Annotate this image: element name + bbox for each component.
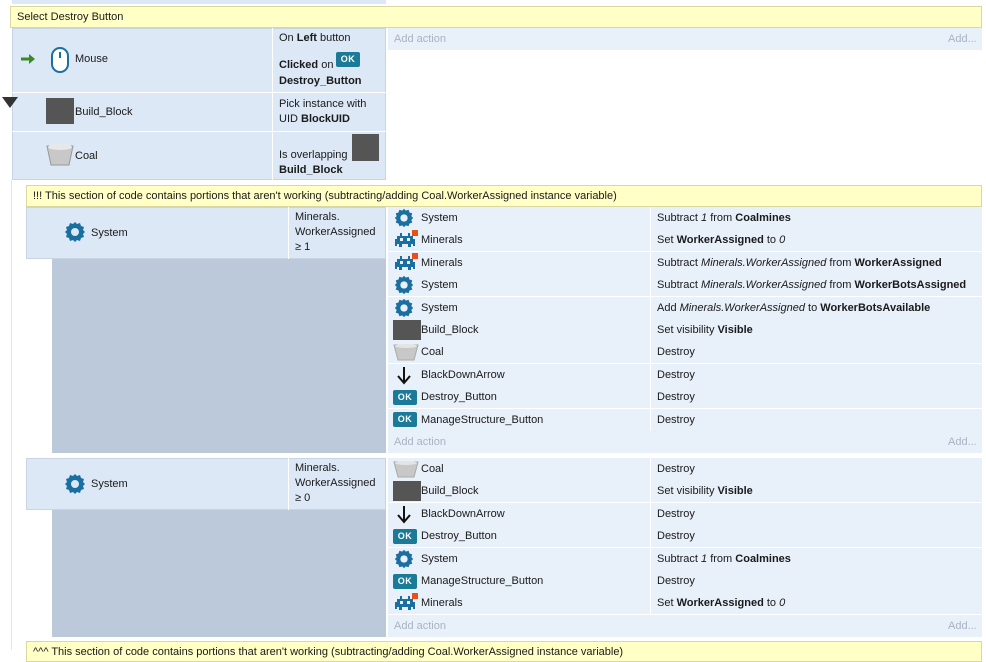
- action-text[interactable]: Subtract 1 from Coalmines: [657, 212, 791, 224]
- gear-icon: [393, 275, 415, 295]
- ok-button-icon: OK: [393, 571, 417, 591]
- action-object: Coal: [421, 463, 444, 475]
- event-title-banner[interactable]: Select Destroy Button: [10, 6, 982, 28]
- action-text[interactable]: Destroy: [657, 575, 695, 587]
- coal-cart-icon: [393, 459, 419, 479]
- condition-text-pick-uid[interactable]: Pick instance with UID BlockUID: [279, 98, 367, 125]
- gear-icon: [63, 220, 87, 247]
- action-object: Destroy_Button: [421, 530, 497, 543]
- ok-button-icon: OK: [336, 52, 360, 67]
- build-block-sprite: [46, 98, 74, 124]
- sub-event-2-add-action-row[interactable]: [388, 615, 982, 637]
- condition-text-destroy-button[interactable]: Destroy_Button: [279, 75, 362, 87]
- action-text[interactable]: Destroy: [657, 346, 695, 359]
- action-row[interactable]: [388, 592, 982, 616]
- add-link[interactable]: Add...: [948, 33, 977, 45]
- sub-event-1-condition[interactable]: [26, 207, 386, 259]
- action-object: Minerals: [421, 234, 463, 247]
- action-object: System: [421, 301, 458, 314]
- action-object: System: [421, 212, 458, 224]
- gear-icon: [393, 298, 415, 318]
- action-object: BlackDownArrow: [421, 368, 505, 381]
- action-object: ManageStructure_Button: [421, 413, 544, 426]
- condition-text-mouse-clicked[interactable]: Clicked on: [279, 59, 334, 71]
- condition-text-overlapping[interactable]: Is overlapping: [279, 149, 348, 161]
- action-object: Coal: [421, 346, 444, 359]
- event-conditions[interactable]: [12, 28, 386, 180]
- gear-icon: [393, 549, 415, 569]
- action-text[interactable]: Set WorkerAssigned to 0: [657, 597, 786, 610]
- collapse-triangle-icon[interactable]: [2, 97, 18, 112]
- condition-object-coal: Coal: [75, 150, 98, 162]
- action-text[interactable]: Set visibility Visible: [657, 485, 753, 498]
- ok-button-icon: OK: [393, 526, 417, 546]
- action-text[interactable]: Destroy: [657, 507, 695, 520]
- action-text[interactable]: Destroy: [657, 368, 695, 381]
- build-block-sprite: [352, 134, 379, 161]
- build-block-sprite: [393, 481, 421, 502]
- invader-icon: [393, 230, 419, 250]
- coal-cart-icon: [393, 342, 419, 362]
- action-object: System: [421, 279, 458, 292]
- mouse-icon: [50, 46, 70, 77]
- action-object: Destroy_Button: [421, 391, 497, 404]
- invader-icon: [393, 252, 419, 273]
- condition-text-mouse[interactable]: On Left button: [279, 32, 351, 44]
- action-object: System: [421, 552, 458, 565]
- action-text[interactable]: Set WorkerAssigned to 0: [657, 234, 786, 247]
- condition-text-overlapping-target[interactable]: Build_Block: [279, 164, 343, 176]
- trigger-arrow-icon: [20, 52, 36, 69]
- gear-icon: [63, 472, 87, 499]
- previous-event-edge: [12, 0, 386, 4]
- sub-event-2-body: [52, 510, 386, 637]
- action-text[interactable]: Subtract Minerals.WorkerAssigned from Wo…: [657, 256, 942, 269]
- action-text[interactable]: Set visibility Visible: [657, 324, 753, 336]
- action-text[interactable]: Destroy: [657, 413, 695, 426]
- sub-event-2-compare[interactable]: Minerals. WorkerAssigned ≥ 0: [295, 462, 376, 504]
- sub-event-1-add-action-row[interactable]: [388, 431, 982, 453]
- add-action-link[interactable]: Add action: [394, 436, 446, 448]
- action-text[interactable]: Destroy: [657, 463, 695, 475]
- event-title: Select Destroy Button: [17, 11, 124, 23]
- action-text[interactable]: Add Minerals.WorkerAssigned to WorkerBot…: [657, 301, 931, 314]
- add-link[interactable]: Add...: [948, 436, 977, 448]
- action-object: ManageStructure_Button: [421, 575, 544, 587]
- add-action-row[interactable]: [388, 28, 982, 50]
- comment-top[interactable]: !!! This section of code contains portio…: [26, 185, 982, 207]
- ok-button-icon: OK: [393, 410, 417, 430]
- comment-bottom[interactable]: ^^^ This section of code contains portio…: [26, 641, 982, 662]
- coal-cart-icon: [46, 143, 74, 172]
- action-object: Minerals: [421, 597, 463, 610]
- action-text[interactable]: Subtract Minerals.WorkerAssigned from Wo…: [657, 279, 967, 292]
- action-object: Build_Block: [421, 485, 479, 498]
- action-object: BlackDownArrow: [421, 507, 505, 520]
- add-link[interactable]: Add...: [948, 620, 977, 632]
- sub-event-1-object: System: [91, 227, 128, 239]
- condition-object-build-block: Build_Block: [75, 106, 133, 118]
- event-indent-line: [11, 180, 12, 650]
- gear-icon: [393, 208, 415, 228]
- action-text[interactable]: Subtract 1 from Coalmines: [657, 552, 791, 565]
- add-action-link[interactable]: Add action: [394, 620, 446, 632]
- action-object: Build_Block: [421, 324, 479, 336]
- action-object: Minerals: [421, 256, 463, 269]
- sub-event-1-compare[interactable]: Minerals. WorkerAssigned ≥ 1: [295, 211, 376, 253]
- sub-event-2-object: System: [91, 478, 128, 490]
- down-arrow-icon: [393, 365, 415, 385]
- ok-button-icon: OK: [393, 387, 417, 407]
- build-block-sprite: [393, 320, 421, 340]
- action-text[interactable]: Destroy: [657, 530, 695, 543]
- sub-event-1-body: [52, 259, 386, 453]
- down-arrow-icon: [393, 504, 415, 524]
- sub-event-2-condition[interactable]: [26, 458, 386, 510]
- add-action-link[interactable]: Add action: [394, 33, 446, 45]
- condition-object-mouse: Mouse: [75, 53, 109, 65]
- action-text[interactable]: Destroy: [657, 391, 695, 404]
- invader-icon: [393, 593, 419, 613]
